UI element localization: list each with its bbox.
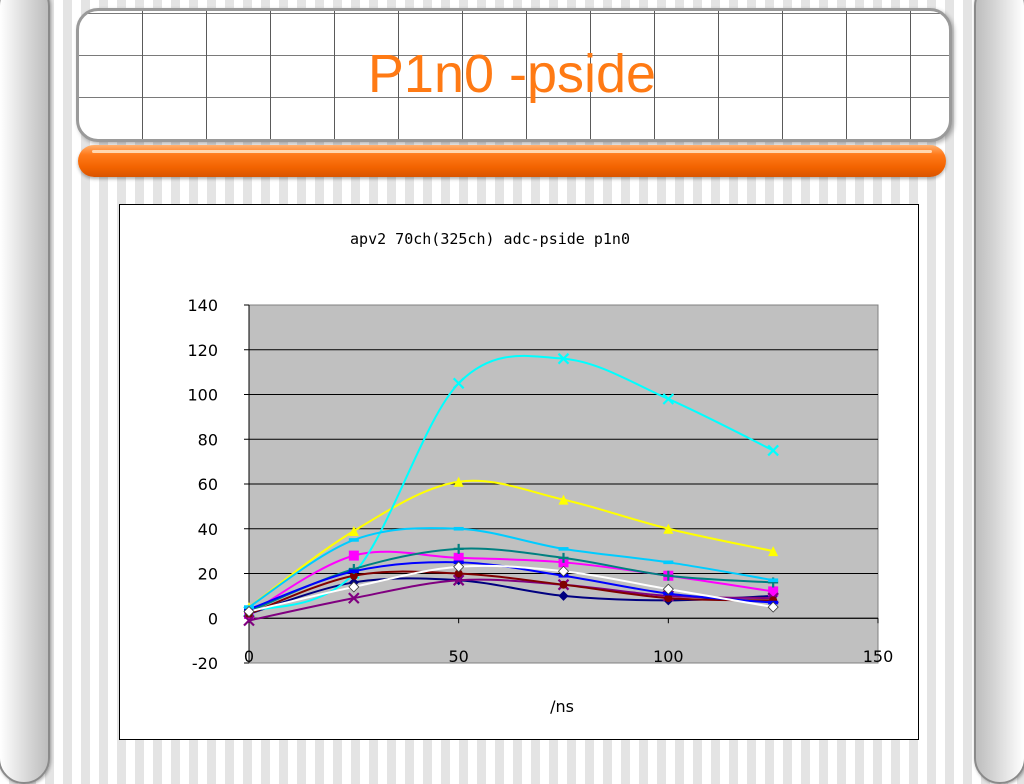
y-tick-label: 60 xyxy=(198,475,218,494)
data-point xyxy=(453,526,464,531)
y-tick-label: 40 xyxy=(198,520,218,539)
data-point xyxy=(768,578,779,583)
data-point xyxy=(558,552,569,563)
y-tick-label: 20 xyxy=(198,565,218,584)
data-point xyxy=(348,538,359,542)
data-point xyxy=(767,444,779,457)
data-point xyxy=(452,377,465,390)
series-line xyxy=(248,479,774,608)
data-point xyxy=(557,352,570,365)
title-box xyxy=(76,8,952,142)
x-tick-label: 150 xyxy=(863,647,894,666)
left-decorative-bar xyxy=(0,0,50,784)
data-point xyxy=(662,393,675,405)
y-tick-label: -20 xyxy=(192,654,218,673)
data-point xyxy=(663,523,674,534)
data-point xyxy=(348,592,360,604)
y-tick-label: 0 xyxy=(208,609,218,628)
data-point xyxy=(243,614,255,627)
data-point xyxy=(454,569,463,578)
data-point xyxy=(663,570,674,581)
data-point xyxy=(453,561,465,573)
y-tick-label: 100 xyxy=(187,386,218,405)
data-point xyxy=(348,581,360,593)
data-point xyxy=(348,550,359,561)
data-point xyxy=(348,569,359,574)
data-point xyxy=(453,476,464,487)
data-point xyxy=(768,546,779,557)
data-point xyxy=(559,580,568,589)
data-point xyxy=(557,565,570,577)
series-line xyxy=(248,578,774,622)
series-line xyxy=(248,547,774,613)
x-tick-label: 0 xyxy=(244,647,254,666)
data-point xyxy=(349,571,358,580)
x-axis-label: /ns xyxy=(550,697,574,716)
x-tick-label: 50 xyxy=(448,647,468,666)
data-point xyxy=(662,583,674,595)
orange-divider-bar xyxy=(78,145,946,177)
data-point xyxy=(453,543,464,554)
data-point xyxy=(767,601,779,613)
x-tick-label: 100 xyxy=(653,647,684,666)
data-point xyxy=(453,552,464,563)
y-tick-label: 80 xyxy=(198,430,218,449)
y-tick-label: 120 xyxy=(187,341,218,360)
data-point xyxy=(452,574,465,586)
chart-frame: apv2 70ch(325ch) adc-pside p1n0 -20 0 20 40 6… xyxy=(119,204,919,740)
line-chart: apv2 70ch(325ch) adc-pside p1n0 -20 0 20 40 6… xyxy=(187,230,894,716)
y-tick-label: 140 xyxy=(187,296,218,315)
data-point xyxy=(558,590,569,601)
series-line xyxy=(248,527,774,608)
chart-title: apv2 70ch(325ch) adc-pside p1n0 xyxy=(350,230,630,248)
data-point xyxy=(243,605,255,618)
data-point xyxy=(558,547,569,551)
data-point xyxy=(663,560,674,565)
slide-title: P1n0 -pside xyxy=(367,44,657,104)
data-point xyxy=(664,594,673,603)
data-point xyxy=(348,525,359,536)
right-decorative-bar xyxy=(974,0,1024,784)
data-point xyxy=(558,494,569,505)
data-point xyxy=(768,586,779,597)
series-line xyxy=(248,570,774,615)
series-line xyxy=(248,564,774,613)
